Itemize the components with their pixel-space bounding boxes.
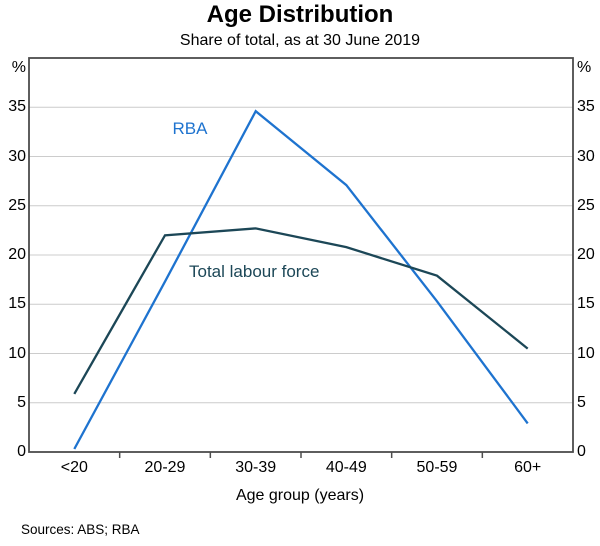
- x-axis-label: <20: [60, 459, 88, 476]
- plot-border: [28, 57, 574, 453]
- y-axis-label: 25: [577, 196, 595, 214]
- y-axis-label: 30: [577, 147, 595, 165]
- x-axis-label: 40-49: [325, 459, 367, 476]
- x-axis-label: 50-59: [416, 459, 458, 476]
- sources-note: Sources: ABS; RBA: [21, 522, 140, 537]
- y-axis-label: 10: [8, 344, 26, 362]
- x-axis-label: 30-39: [235, 459, 277, 476]
- chart-title: Age Distribution: [206, 1, 394, 28]
- y-axis-label: 5: [577, 393, 586, 411]
- series-label-total-labour-force: Total labour force: [189, 262, 320, 281]
- x-axis-label: 20-29: [144, 459, 186, 476]
- y-axis-label: 5: [17, 393, 26, 411]
- y-axis-label: 30: [8, 147, 26, 165]
- x-axis-label: 60+: [514, 459, 542, 476]
- x-axis-title: Age group (years): [235, 487, 365, 504]
- y-axis-label: 10: [577, 344, 595, 362]
- y-axis-label: 15: [577, 295, 595, 313]
- y-axis-label: 35: [8, 98, 26, 116]
- rba-line: [73, 109, 529, 450]
- y-axis-label: 35: [577, 98, 595, 116]
- y-axis-label: 20: [8, 246, 26, 263]
- y-unit-right: %: [577, 59, 592, 76]
- series-label-rba: RBA: [172, 119, 208, 138]
- y-axis-label: 15: [8, 295, 26, 313]
- y-unit-left: %: [11, 59, 26, 76]
- y-axis-label: 0: [17, 443, 26, 460]
- y-axis-label: 25: [8, 196, 26, 214]
- y-axis-label: 0: [577, 443, 586, 460]
- y-axis-label: 20: [577, 246, 595, 263]
- total-labour-force-line: [73, 227, 529, 395]
- chart-subtitle: Share of total, as at 30 June 2019: [179, 32, 421, 49]
